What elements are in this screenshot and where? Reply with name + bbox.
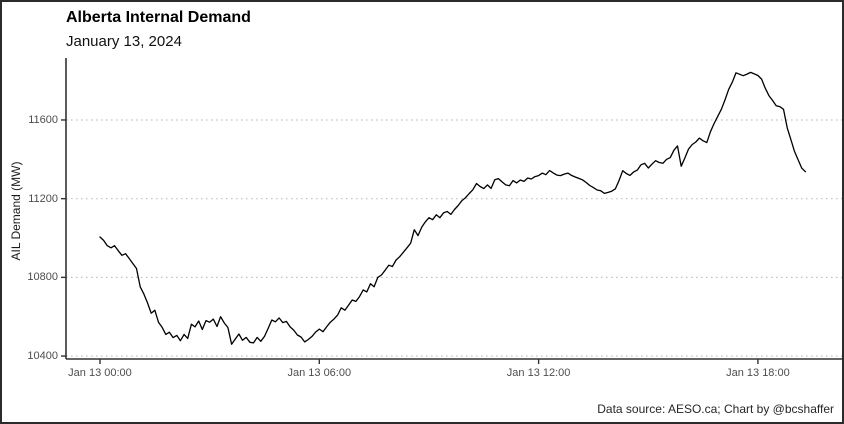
chart-subtitle: January 13, 2024 xyxy=(66,33,182,50)
y-tick-label: 11200 xyxy=(28,192,58,205)
y-tick-label: 10400 xyxy=(27,350,58,363)
demand-line-series xyxy=(99,71,807,345)
x-tick-label: Jan 13 18:00 xyxy=(726,367,790,379)
chart-caption: Data source: AESO.ca; Chart by @bcshaffe… xyxy=(597,402,834,416)
x-tick-label: Jan 13 06:00 xyxy=(287,367,352,379)
y-tick-label: 10800 xyxy=(27,271,58,284)
chart-title: Alberta Internal Demand xyxy=(66,9,251,26)
x-tick-label: Jan 13 12:00 xyxy=(506,367,571,379)
y-tick-label: 11600 xyxy=(28,113,58,126)
x-tick-label: Jan 13 00:00 xyxy=(68,367,132,379)
y-axis-title: AIL Demand (MW) xyxy=(9,161,23,261)
